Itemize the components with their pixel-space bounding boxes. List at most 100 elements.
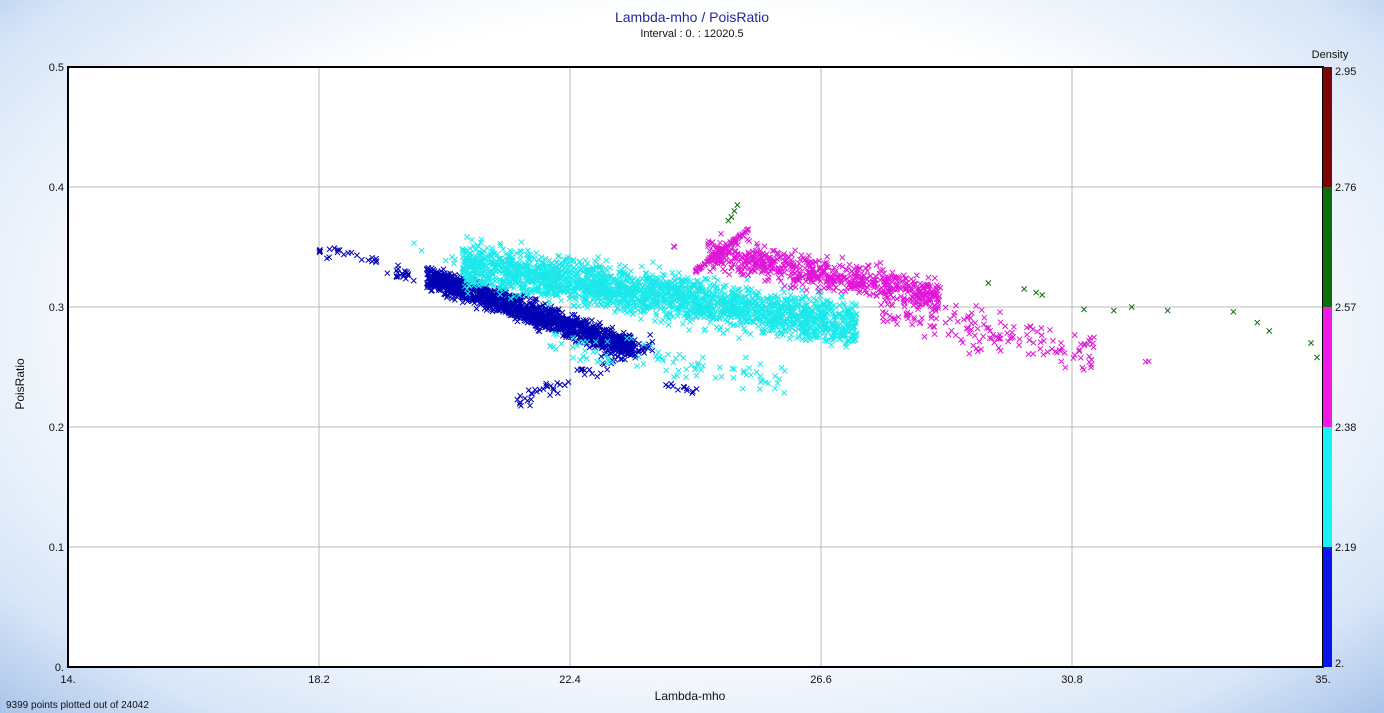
data-point <box>506 309 512 316</box>
data-point <box>1010 323 1017 330</box>
data-point <box>802 307 809 314</box>
data-point <box>712 252 719 259</box>
data-point <box>696 285 702 292</box>
data-point <box>693 295 700 302</box>
data-point <box>597 370 604 377</box>
data-point <box>875 287 882 294</box>
data-point <box>682 310 689 317</box>
data-point <box>805 309 812 316</box>
data-point <box>594 285 601 292</box>
data-point <box>835 312 842 319</box>
data-point <box>507 295 514 302</box>
data-point <box>562 331 569 338</box>
data-point <box>913 272 920 279</box>
data-point <box>1080 306 1087 313</box>
data-point <box>628 335 635 342</box>
data-point <box>477 270 484 277</box>
data-point <box>583 328 590 335</box>
data-point <box>444 293 451 299</box>
data-point <box>587 267 594 274</box>
data-point <box>554 285 561 292</box>
data-point <box>870 290 877 297</box>
data-point <box>448 285 455 292</box>
data-point <box>561 287 568 293</box>
data-point <box>804 315 811 322</box>
data-point <box>316 249 323 256</box>
y-tick-label: 0.5 <box>49 62 64 74</box>
data-point <box>523 264 529 270</box>
data-point <box>583 296 590 302</box>
data-point <box>495 295 502 302</box>
data-point <box>854 282 861 289</box>
data-point <box>786 335 793 342</box>
data-point <box>1039 292 1046 298</box>
data-point <box>1230 308 1237 315</box>
data-point <box>851 323 858 330</box>
data-point <box>1040 337 1047 344</box>
data-point <box>731 253 738 260</box>
data-point <box>508 269 515 276</box>
data-point <box>774 302 781 308</box>
data-point <box>775 250 782 257</box>
data-point <box>549 268 556 275</box>
colorbar-segment <box>1323 67 1332 187</box>
data-point <box>497 282 504 288</box>
data-point <box>781 296 788 303</box>
data-point <box>603 294 610 301</box>
data-point <box>570 335 577 341</box>
data-point <box>627 352 634 359</box>
data-point <box>582 284 589 291</box>
data-point <box>583 290 590 297</box>
data-point <box>966 330 973 337</box>
data-point <box>781 367 788 374</box>
data-point <box>581 302 588 308</box>
data-point <box>528 302 535 309</box>
data-point <box>556 286 563 293</box>
data-point <box>704 242 711 249</box>
data-point <box>758 377 765 384</box>
data-point <box>629 340 636 347</box>
colorbar-segment <box>1323 427 1332 547</box>
data-point <box>502 270 509 276</box>
data-point <box>548 268 554 275</box>
data-point <box>663 367 670 374</box>
data-point <box>451 281 458 288</box>
data-point <box>637 315 644 322</box>
data-point <box>569 344 576 351</box>
data-point <box>554 380 561 386</box>
data-point <box>759 305 766 312</box>
data-point <box>649 347 656 354</box>
data-point <box>526 270 533 277</box>
data-point <box>624 278 631 285</box>
data-point <box>615 286 622 292</box>
data-point <box>983 325 990 331</box>
data-point <box>533 275 540 281</box>
data-point <box>753 369 760 376</box>
data-point <box>637 309 644 316</box>
data-point <box>538 281 545 288</box>
data-point <box>786 273 793 280</box>
data-point <box>716 315 723 322</box>
data-point <box>735 258 742 265</box>
data-point <box>323 255 330 262</box>
data-point <box>737 294 744 301</box>
data-point <box>480 247 487 254</box>
data-point <box>495 307 502 314</box>
data-point <box>781 261 787 268</box>
data-point <box>441 270 448 277</box>
data-point <box>929 307 936 314</box>
data-point <box>431 272 438 279</box>
data-point <box>800 255 807 262</box>
data-point <box>933 292 940 298</box>
data-point <box>690 282 697 289</box>
data-point <box>757 379 764 385</box>
data-point <box>805 273 812 280</box>
data-point <box>878 302 885 308</box>
data-point <box>448 295 455 302</box>
data-point <box>478 280 485 287</box>
data-point <box>704 307 711 314</box>
data-point <box>762 320 769 327</box>
x-tick-label: 18.2 <box>308 674 329 686</box>
data-point <box>746 265 753 272</box>
data-point <box>791 312 798 319</box>
